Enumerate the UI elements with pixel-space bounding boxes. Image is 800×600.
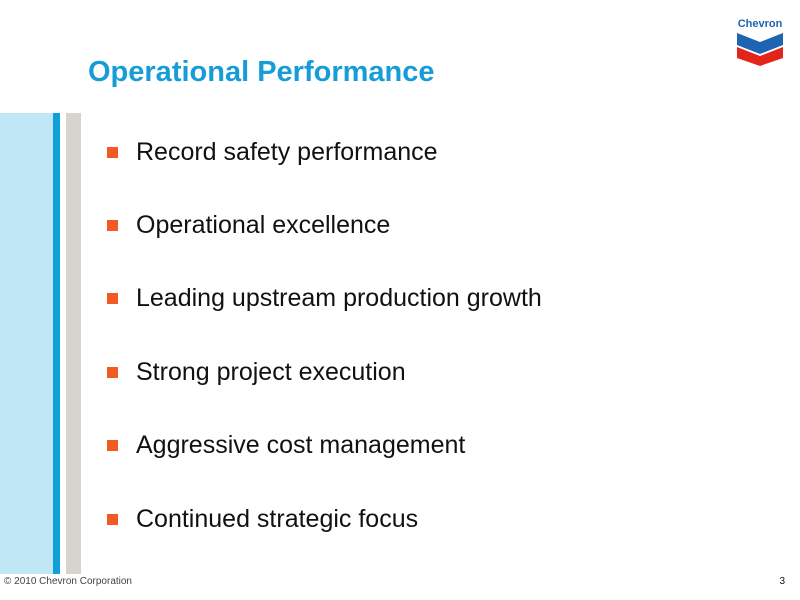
bullet-text: Strong project execution — [136, 357, 406, 386]
chevron-shapes-icon — [737, 33, 783, 66]
bullet-text: Continued strategic focus — [136, 504, 419, 533]
bullet-text: Aggressive cost management — [136, 430, 466, 459]
orange-square-bullet-icon — [107, 513, 118, 525]
left-accent-band-light — [0, 113, 53, 574]
bullet-item: Continued strategic focus — [107, 502, 418, 536]
page-number: 3 — [779, 576, 785, 587]
bullet-item: Leading upstream production growth — [107, 281, 542, 315]
bullet-item: Strong project execution — [107, 355, 406, 389]
left-accent-band-gap — [60, 113, 66, 574]
left-accent-band-blue — [53, 113, 60, 574]
orange-square-bullet-icon — [107, 366, 118, 378]
slide-title: Operational Performance — [88, 56, 435, 88]
left-accent-band-gray — [66, 113, 81, 574]
bullet-text: Leading upstream production growth — [136, 283, 542, 312]
bullet-text: Record safety performance — [136, 137, 438, 166]
bullet-item: Aggressive cost management — [107, 428, 465, 462]
copyright-footer: © 2010 Chevron Corporation — [4, 576, 132, 587]
bullet-text: Operational excellence — [136, 210, 391, 239]
logo-wordmark: Chevron — [737, 18, 783, 30]
orange-square-bullet-icon — [107, 439, 118, 451]
orange-square-bullet-icon — [107, 146, 118, 158]
bullet-item: Record safety performance — [107, 135, 438, 169]
chevron-logo-icon: Chevron — [735, 18, 785, 66]
orange-square-bullet-icon — [107, 219, 118, 231]
bullet-item: Operational excellence — [107, 208, 390, 242]
orange-square-bullet-icon — [107, 292, 118, 304]
